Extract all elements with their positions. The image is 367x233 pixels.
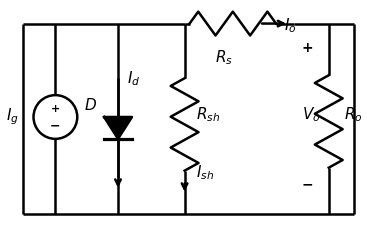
Text: $\mathit{I_g}$: $\mathit{I_g}$: [6, 107, 18, 127]
Text: $\mathit{I_d}$: $\mathit{I_d}$: [127, 69, 140, 88]
Polygon shape: [104, 117, 132, 139]
Text: −: −: [301, 178, 313, 192]
Text: +: +: [51, 104, 60, 114]
Text: $\mathit{I_{sh}}$: $\mathit{I_{sh}}$: [196, 163, 214, 182]
Text: +: +: [301, 41, 313, 55]
Text: $\mathit{I_o}$: $\mathit{I_o}$: [284, 17, 297, 35]
Text: −: −: [50, 120, 61, 132]
Text: $\mathit{D}$: $\mathit{D}$: [84, 97, 97, 113]
Text: $\mathit{V_o}$: $\mathit{V_o}$: [302, 106, 320, 124]
Text: $\mathit{R_{sh}}$: $\mathit{R_{sh}}$: [196, 106, 220, 124]
Text: $\mathit{R_s}$: $\mathit{R_s}$: [215, 48, 233, 67]
Text: $\mathit{R_o}$: $\mathit{R_o}$: [344, 106, 362, 124]
